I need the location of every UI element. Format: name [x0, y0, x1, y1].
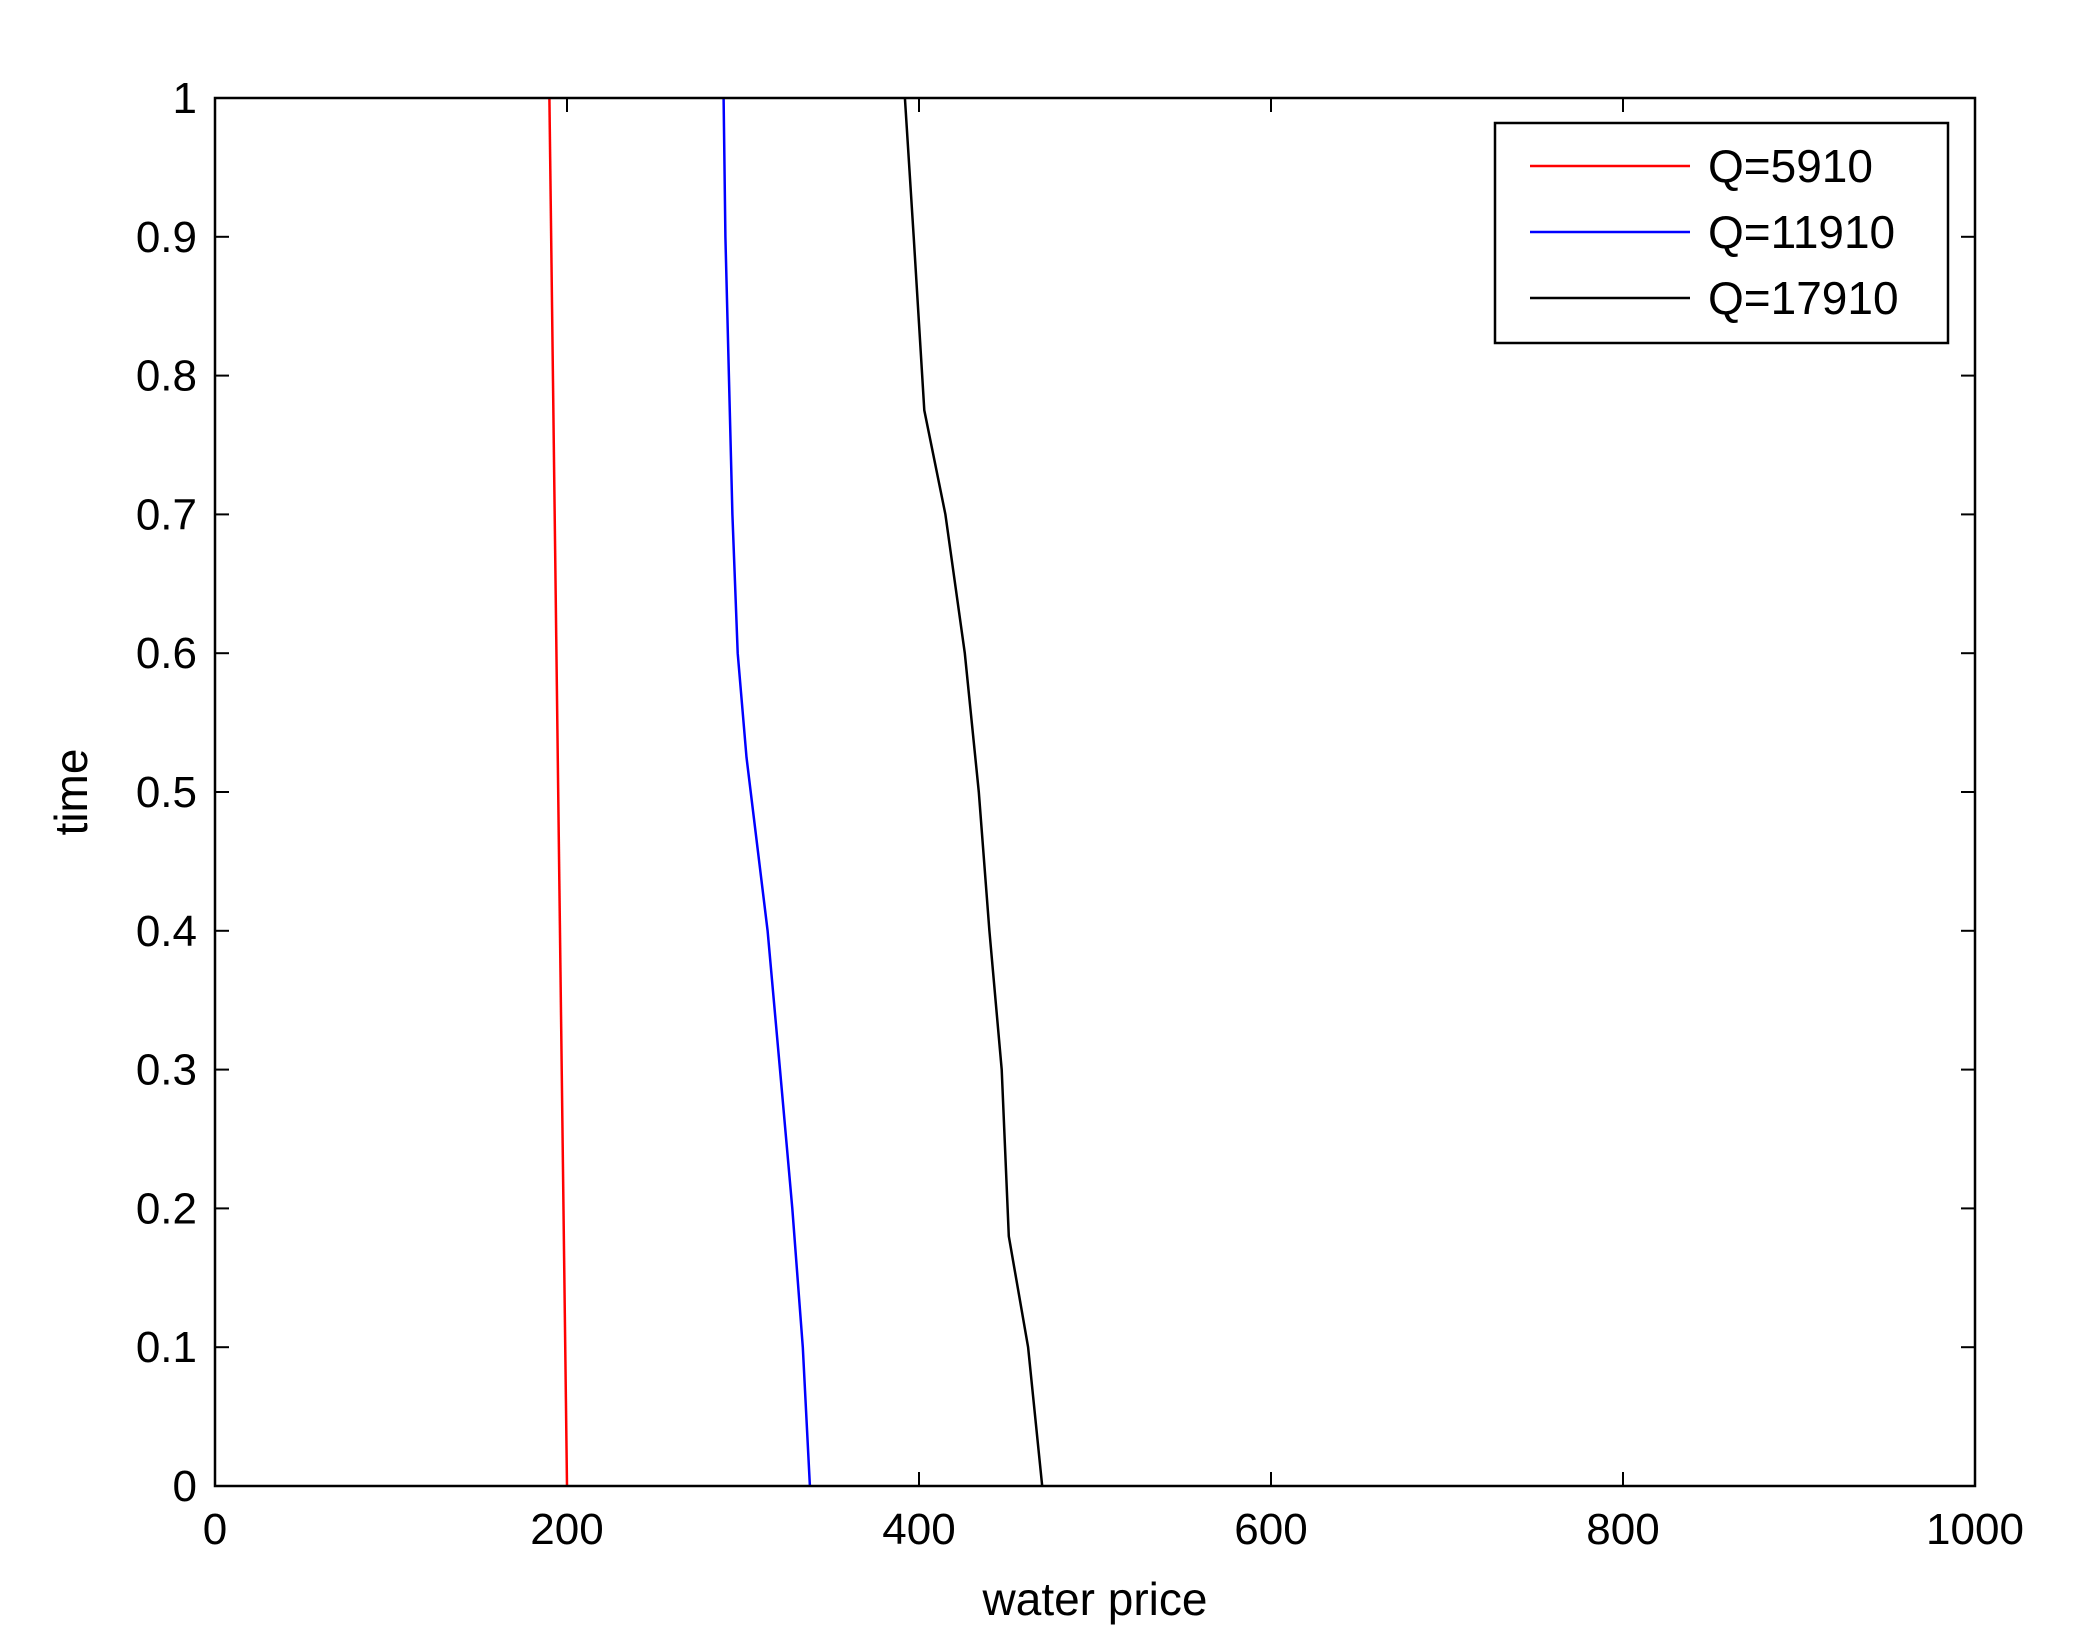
legend-label-0: Q=5910 [1708, 140, 1873, 192]
series-line-1 [722, 97, 812, 1487]
plot-area-frame [213, 96, 1977, 1488]
y-tick-label: 0.9 [136, 213, 197, 262]
legend-label-2: Q=17910 [1708, 272, 1899, 324]
x-tick-label: 200 [530, 1505, 603, 1554]
x-tick-labels: 0 200 400 600 800 1000 [203, 1505, 2024, 1554]
y-tick-label: 0.3 [136, 1046, 197, 1095]
y-tick-label: 0 [173, 1462, 197, 1511]
y-tick-label: 0.8 [136, 352, 197, 401]
x-tick-label: 800 [1586, 1505, 1659, 1554]
y-tick-label: 0.5 [136, 768, 197, 817]
y-axis-label: time [45, 749, 97, 836]
y-tick-label: 1 [173, 74, 197, 123]
x-tick-label: 0 [203, 1505, 227, 1554]
series-line-2 [903, 97, 1044, 1487]
y-tick-label: 0.7 [136, 490, 197, 539]
series-lines [548, 97, 1044, 1487]
y-tick-labels: 0 0.1 0.2 0.3 0.4 0.5 0.6 0.7 0.8 0.9 1 [136, 74, 197, 1511]
x-tick-label: 600 [1234, 1505, 1307, 1554]
y-tick-label: 0.4 [136, 907, 197, 956]
x-tick-label: 1000 [1926, 1505, 2024, 1554]
y-tick-label: 0.6 [136, 629, 197, 678]
series-line-0 [548, 97, 569, 1487]
y-tick-label: 0.2 [136, 1184, 197, 1233]
x-axis-label: water price [982, 1573, 1208, 1625]
y-tick-label: 0.1 [136, 1323, 197, 1372]
legend: Q=5910 Q=11910 Q=17910 [1493, 121, 1950, 345]
x-tick-label: 400 [882, 1505, 955, 1554]
legend-label-1: Q=11910 [1708, 206, 1895, 258]
